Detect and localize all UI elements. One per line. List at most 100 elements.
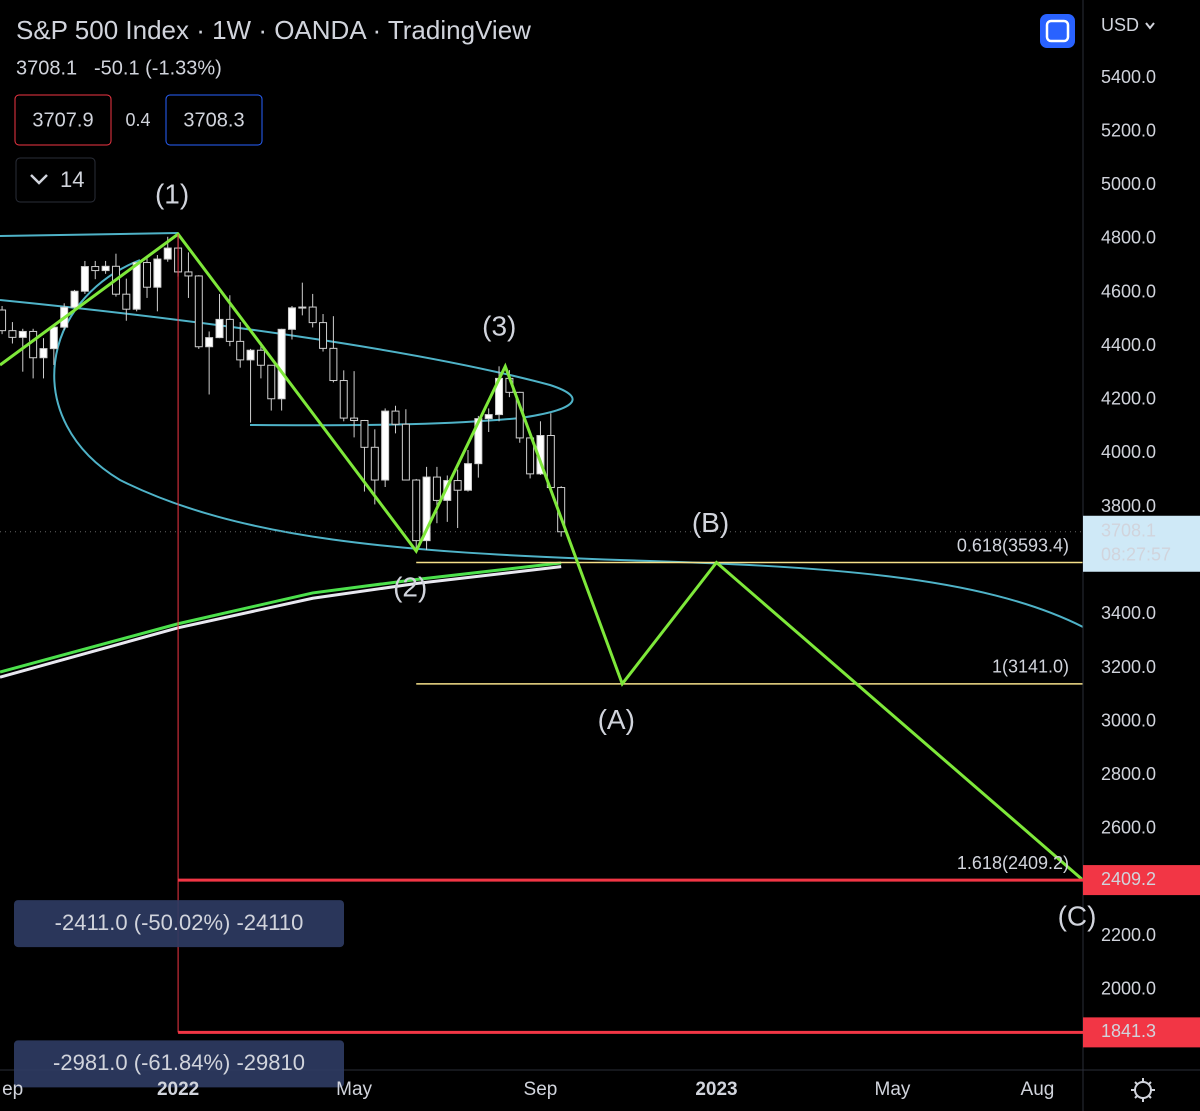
candle-body [122,293,131,310]
measure-label: -2981.0 (-61.84%) -29810 [53,1050,305,1075]
last-price: 3708.1 [16,57,77,79]
price-label-bg [1083,865,1200,896]
candle-body [350,417,359,421]
x-tick-label: May [875,1079,911,1100]
candle-body [412,479,421,542]
candle-body [0,309,7,332]
ask-price: 3708.3 [183,109,244,131]
candle-body [80,266,89,292]
x-tick-label: 2022 [157,1079,199,1100]
wave-label: (B) [692,507,729,538]
candle-body [184,271,193,277]
indicator-count: 14 [60,167,84,192]
candle-body [422,476,431,542]
candle-body [246,349,255,361]
candle-body [256,349,265,366]
candle-body [474,418,483,465]
price-change: -50.1 (-1.33%) [94,57,222,79]
candle-body [432,476,441,501]
bid-price: 3707.9 [32,109,93,131]
wave-label: (3) [482,311,516,342]
measure-box [14,1040,344,1088]
x-tick-label: Aug [1021,1079,1055,1100]
y-tick-label: 4200.0 [1101,389,1156,409]
candle-body [194,275,203,348]
measure-box [14,900,344,948]
x-tick-label: Sep [524,1079,558,1100]
x-tick-label: ep [2,1079,23,1100]
candle-body [401,423,410,481]
candle-body [267,364,276,400]
bid-box[interactable] [14,94,112,146]
candle-body [163,247,172,260]
candle-body [329,347,338,382]
y-tick-label: 2200.0 [1101,925,1156,945]
ask-box[interactable] [165,94,263,146]
gear-teeth [1131,1078,1155,1102]
drawing-arc [53,259,1084,628]
y-tick-label: 2000.0 [1101,979,1156,999]
candle-body [29,330,38,359]
measure-label: -2411.0 (-50.02%) -24110 [55,910,304,935]
fib-label: 1(3141.0) [992,657,1069,677]
y-tick-label: 4400.0 [1101,335,1156,355]
candle-body [18,330,27,338]
candle-body [484,414,493,420]
y-tick-label: 2600.0 [1101,818,1156,838]
candle-body [453,480,462,491]
settings-icon[interactable] [1131,1078,1155,1102]
y-tick-label: 5000.0 [1101,174,1156,194]
candle-body [49,326,58,350]
candle-body [39,348,48,359]
indicator-toggle[interactable] [15,157,96,203]
wave-label: (1) [155,179,189,210]
y-tick-label: 4600.0 [1101,281,1156,301]
currency[interactable]: USD [1101,15,1139,35]
price-label: 1841.3 [1101,1021,1156,1041]
chevron-icon [30,174,48,185]
y-tick-label: 3800.0 [1101,496,1156,516]
y-tick-label: 4000.0 [1101,442,1156,462]
candle-body [360,419,369,448]
candle-body [153,258,162,288]
moving-average [0,565,562,679]
y-tick-label: 3000.0 [1101,710,1156,730]
y-tick-label: 4800.0 [1101,228,1156,248]
last-price-box [1083,515,1200,572]
candle-body [70,290,79,308]
drawing-curve [0,232,179,237]
price-label: 2409.2 [1101,869,1156,889]
candle-body [91,266,100,272]
y-tick-label: 2800.0 [1101,764,1156,784]
y-tick-label: 3400.0 [1101,603,1156,623]
candle-body [236,340,245,361]
fib-label: 1.618(2409.2) [957,853,1069,873]
wave-label: (2) [393,571,427,602]
currency-chevron [1145,22,1155,30]
candle-body [143,262,152,288]
candle-body [205,337,214,348]
countdown: 08:27:57 [1101,545,1171,565]
candle-body [319,322,328,349]
price-label-bg [1083,1017,1200,1048]
y-tick-label: 5200.0 [1101,120,1156,140]
candle-body [339,380,348,419]
candle-body [298,306,307,309]
candle-body [132,262,141,310]
x-tick-label: May [336,1079,372,1100]
candle-body [463,463,472,491]
moving-average [0,561,562,674]
spread: 0.4 [125,110,150,130]
candle-body [225,318,234,342]
x-tick-label: 2023 [695,1079,737,1100]
candle-body [391,410,400,425]
candle-body [370,446,379,481]
fullscreen-icon [1045,19,1070,43]
candle-body [381,410,390,481]
fib-label: 0.618(3593.4) [957,535,1069,555]
candle-body [287,307,296,330]
fullscreen-button[interactable] [1040,14,1075,48]
plot-area [0,232,1084,1033]
